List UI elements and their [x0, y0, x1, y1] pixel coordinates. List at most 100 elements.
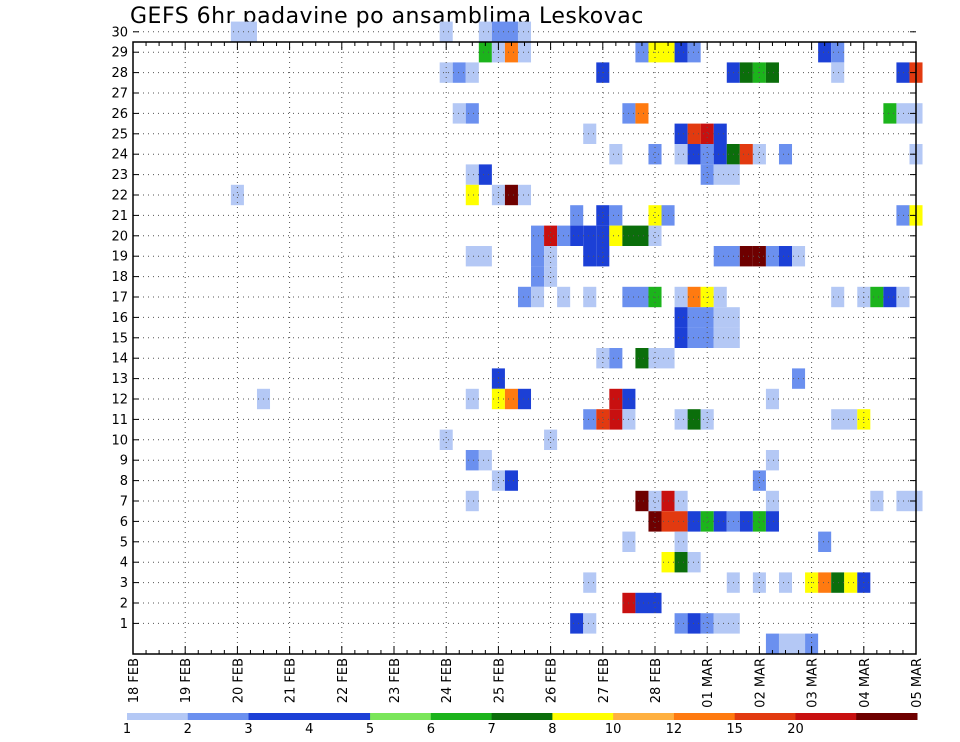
heatmap-cell [765, 633, 779, 654]
x-tick-label: 28 FEB [649, 658, 664, 703]
heatmap-cell [778, 572, 793, 593]
heatmap-cell [831, 286, 845, 308]
heatmap-cell [713, 123, 727, 144]
heatmap-cell [648, 205, 662, 226]
heatmap-cell [700, 613, 714, 634]
heatmap-cell [452, 103, 466, 124]
y-tick-label: 2 [120, 597, 128, 612]
y-tick-label: 23 [111, 168, 128, 183]
heatmap-cell [491, 21, 518, 42]
heatmap-cell [739, 246, 753, 267]
x-tick-label: 24 FEB [440, 658, 455, 703]
heatmap-cell [687, 144, 701, 165]
y-tick-label: 5 [120, 535, 128, 550]
x-tick-label: 25 FEB [492, 658, 507, 703]
y-tick-label: 7 [120, 495, 128, 510]
heatmap-cell [687, 511, 701, 532]
dotted-grid [133, 31, 916, 654]
heatmap-cell [674, 327, 688, 348]
y-tick-label: 26 [111, 107, 128, 122]
heatmap-cell [609, 225, 623, 246]
heatmap-cell [609, 348, 623, 369]
heatmap-cell [674, 123, 688, 144]
heatmap-cell [609, 409, 623, 430]
colorbar-swatch [613, 713, 675, 720]
heatmap-cell [844, 572, 858, 593]
heatmap-cell [230, 184, 244, 206]
heatmap-cell [583, 123, 597, 144]
heatmap-cell [596, 246, 610, 267]
colorbar-label: 10 [605, 722, 622, 737]
colorbar-swatch [187, 713, 250, 720]
x-tick-label: 27 FEB [597, 658, 612, 703]
heatmap-cell [805, 633, 819, 654]
heatmap-cell [687, 327, 714, 348]
colorbar-swatch [673, 713, 736, 720]
heatmap-cell [478, 42, 492, 63]
y-tick-label: 20 [111, 229, 128, 244]
heatmap-cell [609, 205, 623, 226]
heatmap-cell [648, 348, 675, 369]
heatmap-cell [700, 164, 714, 185]
heatmap-cell [896, 62, 910, 83]
y-tick-label: 14 [111, 352, 128, 367]
colorbar-label: 8 [548, 722, 556, 737]
x-tick-label: 22 FEB [336, 658, 351, 703]
x-tick-label: 01 MAR [701, 658, 716, 708]
colorbar-label: 20 [787, 722, 804, 737]
colorbar-swatch [856, 713, 918, 720]
heatmap-cell [713, 327, 740, 348]
y-tick-label: 4 [120, 556, 128, 571]
colorbar-label: 3 [244, 722, 252, 737]
heatmap-cell [583, 409, 597, 430]
heatmap-cell [778, 144, 793, 165]
heatmap-cell [465, 490, 479, 512]
heatmap-cell [478, 21, 492, 42]
heatmap-cell [674, 42, 688, 63]
heatmap-cell [648, 490, 662, 512]
heatmap-cell [831, 572, 845, 593]
heatmap-cell [831, 62, 845, 83]
y-tick-label: 25 [111, 127, 128, 142]
heatmap-cell [674, 286, 688, 308]
heatmap-cell [739, 511, 753, 532]
heatmap-cell [687, 552, 701, 573]
y-tick-label: 10 [111, 433, 128, 448]
heatmap-cell [687, 123, 701, 144]
x-tick-label: 20 FEB [231, 658, 246, 703]
heatmap-cell [635, 348, 649, 369]
colorbar-label: 15 [726, 722, 743, 737]
heatmap-cell [452, 62, 466, 83]
colorbar-swatch [309, 713, 371, 720]
y-tick-label: 16 [111, 311, 128, 326]
x-tick-label: 18 FEB [127, 658, 142, 703]
heatmap-cell [896, 490, 923, 512]
colorbar-label: 1 [123, 722, 131, 737]
heatmap-cell [896, 205, 910, 226]
y-tick-label: 12 [111, 393, 128, 408]
heatmap-cell [570, 225, 584, 246]
heatmap-cell [883, 103, 897, 124]
heatmap-cell [700, 409, 714, 430]
x-tick-label: 21 FEB [284, 658, 299, 703]
heatmap-cell [583, 246, 597, 267]
heatmap-cell [531, 286, 545, 308]
colorbar-swatch [370, 713, 432, 720]
heatmap-cell [831, 42, 845, 63]
heatmap-cell [713, 286, 727, 308]
x-tick-label: 02 MAR [753, 658, 768, 708]
colorbar-label: 5 [366, 722, 374, 737]
colorbar-label: 12 [666, 722, 683, 737]
colorbar-label: 7 [487, 722, 495, 737]
y-tick-label: 30 [111, 25, 128, 40]
heatmap-cell [687, 307, 714, 328]
heatmap-cell [531, 266, 545, 287]
heatmap-cell [531, 225, 545, 246]
y-tick-label: 9 [120, 454, 128, 469]
color-legend-bar: 1 2 3 4 5 6 7 8 10 12 15 20 [123, 713, 918, 737]
heatmap-cell [752, 144, 766, 165]
heatmap-cell [713, 511, 727, 532]
heatmap-cell [700, 123, 714, 144]
heatmap-cell [517, 184, 532, 206]
